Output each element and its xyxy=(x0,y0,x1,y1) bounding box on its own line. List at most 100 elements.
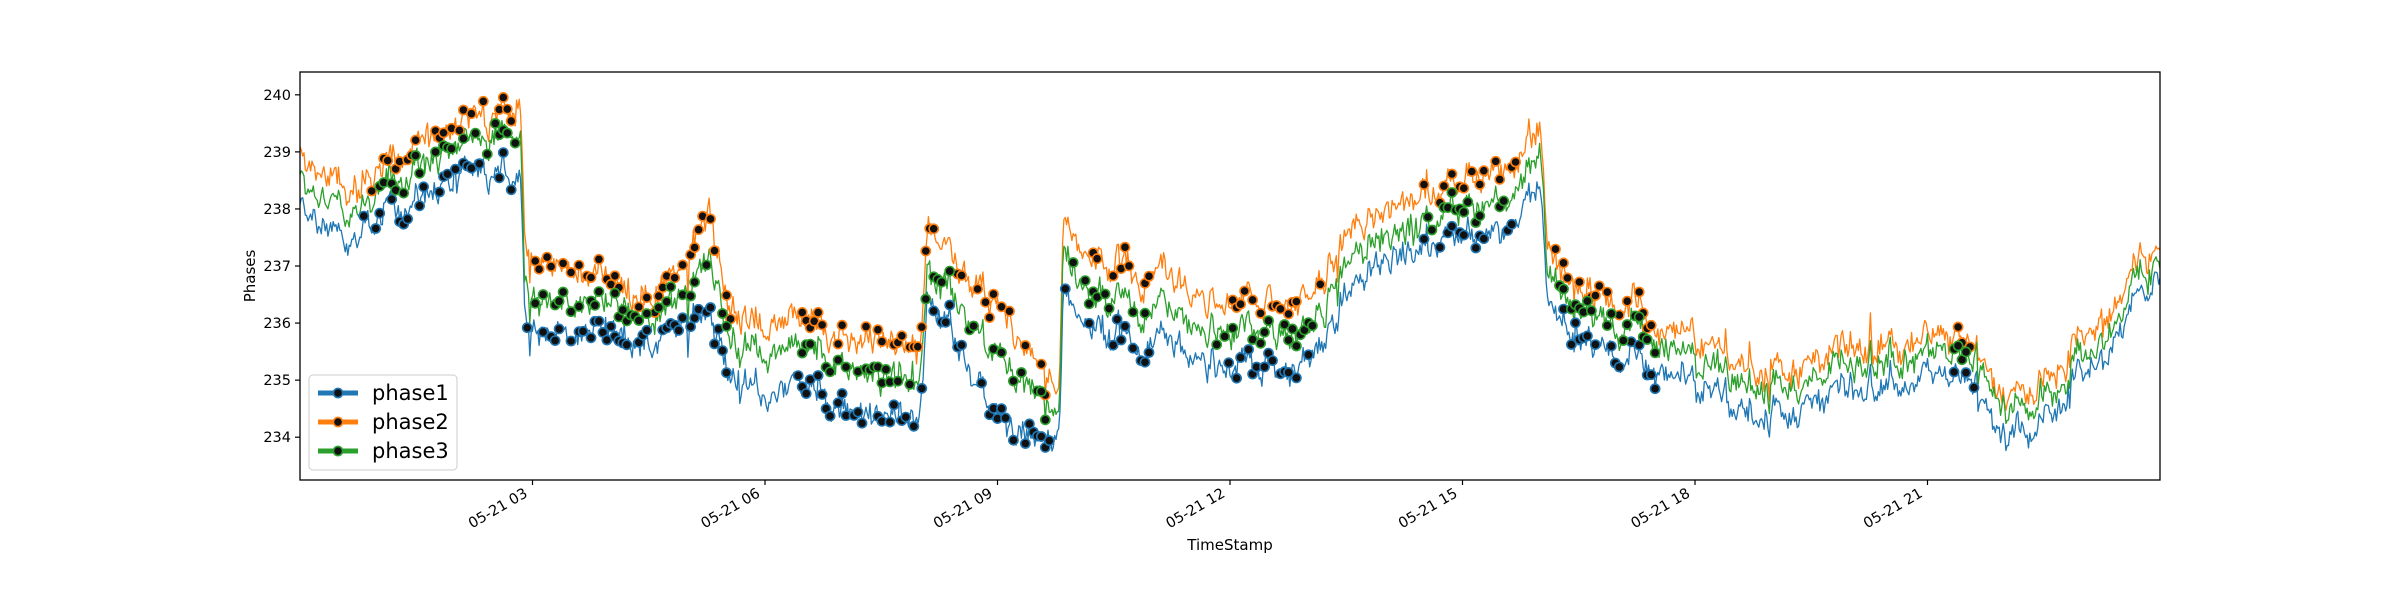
marker-point xyxy=(505,115,517,127)
marker-point xyxy=(1601,320,1613,331)
marker-point xyxy=(800,388,812,399)
marker-point xyxy=(446,143,457,155)
marker-point xyxy=(585,332,597,344)
marker-point xyxy=(1601,286,1613,298)
marker-point xyxy=(477,95,489,107)
legend-label-phase1: phase1 xyxy=(372,381,449,405)
marker-point xyxy=(565,306,577,318)
marker-point xyxy=(832,354,844,366)
marker-point xyxy=(609,270,621,282)
marker-point xyxy=(1235,298,1246,310)
marker-point xyxy=(1067,257,1079,268)
marker-point xyxy=(701,259,712,271)
markers-phase3 xyxy=(374,118,1972,426)
marker-point xyxy=(1960,367,1972,379)
marker-point xyxy=(956,339,967,351)
marker-point xyxy=(481,148,493,160)
marker-point xyxy=(1952,321,1964,333)
marker-point xyxy=(1143,347,1155,358)
marker-point xyxy=(1107,270,1119,282)
marker-point xyxy=(1259,326,1270,338)
marker-point xyxy=(1494,173,1506,185)
marker-point xyxy=(1000,412,1011,424)
marker-point xyxy=(1458,182,1470,194)
marker-point xyxy=(876,336,888,347)
marker-point xyxy=(709,245,720,257)
marker-point xyxy=(1099,288,1111,300)
marker-point xyxy=(968,320,979,332)
marker-point xyxy=(1139,356,1151,368)
marker-point xyxy=(1605,308,1617,320)
marker-point xyxy=(1582,295,1593,307)
marker-point xyxy=(1035,431,1047,442)
marker-point xyxy=(1458,229,1470,241)
marker-point xyxy=(1633,286,1645,298)
marker-point xyxy=(398,187,409,199)
marker-point xyxy=(1020,340,1031,351)
marker-point xyxy=(565,266,577,278)
marker-point xyxy=(717,308,728,319)
marker-point xyxy=(573,300,585,312)
marker-point xyxy=(888,399,900,411)
marker-point xyxy=(812,306,824,318)
marker-point xyxy=(1466,166,1478,177)
marker-point xyxy=(1004,305,1015,317)
marker-point xyxy=(689,276,700,288)
marker-point xyxy=(856,417,868,429)
marker-point xyxy=(653,302,665,313)
marker-point xyxy=(1434,241,1446,253)
marker-point xyxy=(1645,319,1657,331)
marker-point xyxy=(832,338,844,350)
marker-point xyxy=(410,150,421,161)
marker-point xyxy=(537,326,549,338)
marker-point xyxy=(1283,334,1294,346)
marker-point xyxy=(804,338,816,350)
marker-point xyxy=(693,224,704,236)
marker-point xyxy=(1079,275,1091,286)
marker-point xyxy=(1617,335,1629,346)
marker-point xyxy=(717,345,728,356)
marker-point xyxy=(1474,210,1486,222)
marker-point xyxy=(465,108,477,120)
marker-point xyxy=(1574,276,1585,288)
marker-point xyxy=(1035,358,1047,370)
marker-point xyxy=(916,321,928,333)
y-tick-label: 237 xyxy=(263,259,291,275)
marker-point xyxy=(1091,253,1103,265)
marker-point xyxy=(1558,257,1569,269)
marker-point xyxy=(936,276,948,288)
marker-point xyxy=(677,312,688,324)
marker-point xyxy=(1418,233,1430,245)
marker-point xyxy=(1446,220,1458,232)
marker-point xyxy=(1446,168,1458,180)
marker-point xyxy=(892,375,904,387)
marker-point xyxy=(1231,372,1242,384)
marker-point xyxy=(689,312,700,324)
marker-point xyxy=(1550,243,1561,255)
marker-point xyxy=(617,304,629,316)
marker-point xyxy=(1127,306,1139,318)
marker-point xyxy=(1275,303,1286,315)
marker-point xyxy=(1139,307,1151,319)
marker-point xyxy=(721,367,732,379)
marker-point xyxy=(1558,283,1569,295)
marker-point xyxy=(709,338,720,350)
marker-point xyxy=(553,323,565,335)
marker-point xyxy=(1446,187,1458,198)
marker-point xyxy=(1307,320,1318,332)
legend-label-phase3: phase3 xyxy=(372,439,449,463)
marker-point xyxy=(1470,242,1482,254)
series-line-phase3 xyxy=(300,120,2160,425)
marker-point xyxy=(553,295,565,307)
marker-point xyxy=(1123,260,1135,272)
marker-point xyxy=(501,103,513,115)
marker-point xyxy=(1948,366,1960,378)
marker-point xyxy=(593,253,605,265)
marker-point xyxy=(1649,347,1661,359)
marker-point xyxy=(669,272,681,284)
marker-point xyxy=(1562,272,1573,284)
marker-point xyxy=(1645,369,1657,381)
marker-point xyxy=(1287,323,1298,335)
marker-point xyxy=(1490,155,1502,167)
marker-point xyxy=(1043,435,1055,447)
